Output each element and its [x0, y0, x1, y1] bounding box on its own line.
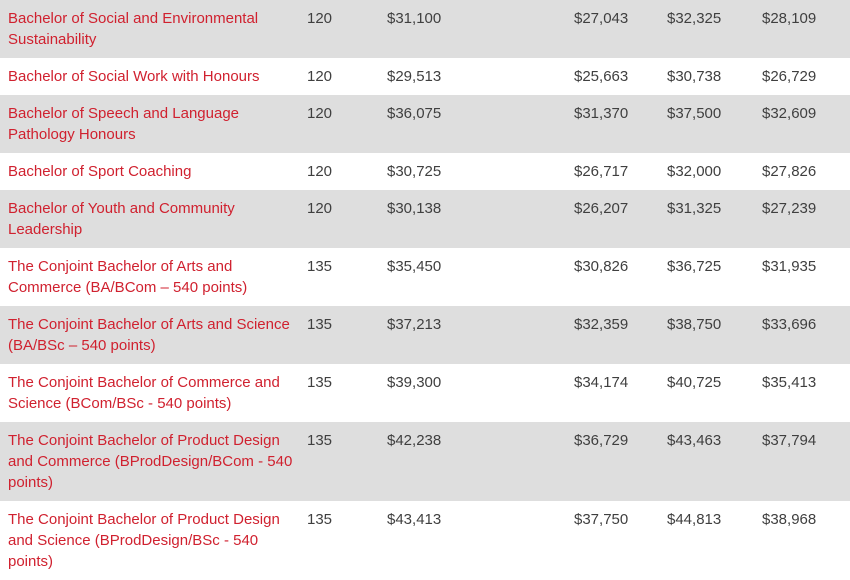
points-cell: 120 [307, 10, 333, 27]
fee-cell-2: $26,717 [574, 163, 629, 180]
fee-cell-1: $36,075 [387, 105, 442, 122]
programme-cell: The Conjoint Bachelor of Product Design … [0, 422, 307, 501]
fee-cell-4: $33,696 [762, 316, 817, 333]
table-row: Bachelor of Sport Coaching 120 $30,725 $26,… [0, 153, 850, 190]
fee-cell-3: $31,325 [667, 200, 722, 217]
programme-cell: The Conjoint Bachelor of Commerce and Sc… [0, 364, 307, 422]
fee-cell-3: $43,463 [667, 432, 722, 449]
fee-cell-4: $28,109 [762, 10, 817, 27]
fee-cell-3: $32,325 [667, 10, 722, 27]
fee-cell-4: $27,826 [762, 163, 817, 180]
programme-link[interactable]: The Conjoint Bachelor of Arts and Commer… [8, 258, 248, 296]
points-cell: 120 [307, 163, 333, 180]
table-row: The Conjoint Bachelor of Arts and Scienc… [0, 306, 850, 364]
fee-cell-4: $37,794 [762, 432, 817, 449]
fee-cell-2: $27,043 [574, 10, 629, 27]
programme-link[interactable]: Bachelor of Sport Coaching [8, 163, 192, 180]
fee-cell-1: $29,513 [387, 68, 442, 85]
programme-link[interactable]: Bachelor of Social Work with Honours [8, 68, 260, 85]
fee-cell-2: $30,826 [574, 258, 629, 275]
fee-cell-2: $37,750 [574, 511, 629, 528]
table-row: Bachelor of Speech and Language Patholog… [0, 95, 850, 153]
points-cell: 135 [307, 432, 333, 449]
table-row: The Conjoint Bachelor of Product Design … [0, 501, 850, 580]
programme-cell: The Conjoint Bachelor of Arts and Scienc… [0, 306, 307, 364]
points-cell: 135 [307, 316, 333, 333]
programme-cell: The Conjoint Bachelor of Product Design … [0, 501, 307, 580]
fee-cell-1: $42,238 [387, 432, 442, 449]
fee-cell-3: $30,738 [667, 68, 722, 85]
fee-cell-3: $38,750 [667, 316, 722, 333]
table-row: The Conjoint Bachelor of Commerce and Sc… [0, 364, 850, 422]
programme-link[interactable]: The Conjoint Bachelor of Product Design … [8, 511, 280, 570]
points-cell: 135 [307, 511, 333, 528]
fee-cell-2: $34,174 [574, 374, 629, 391]
programme-cell: Bachelor of Speech and Language Patholog… [0, 95, 307, 153]
fee-cell-3: $44,813 [667, 511, 722, 528]
fee-cell-2: $25,663 [574, 68, 629, 85]
programme-cell: The Conjoint Bachelor of Arts and Commer… [0, 248, 307, 306]
programme-link[interactable]: The Conjoint Bachelor of Arts and Scienc… [8, 316, 290, 354]
points-cell: 135 [307, 374, 333, 391]
programme-link[interactable]: The Conjoint Bachelor of Commerce and Sc… [8, 374, 280, 412]
fee-cell-1: $30,138 [387, 200, 442, 217]
fee-cell-3: $37,500 [667, 105, 722, 122]
points-cell: 120 [307, 200, 333, 217]
fee-cell-4: $26,729 [762, 68, 817, 85]
fee-cell-4: $35,413 [762, 374, 817, 391]
programme-cell: Bachelor of Social Work with Honours [0, 58, 307, 95]
programme-link[interactable]: The Conjoint Bachelor of Product Design … [8, 432, 293, 491]
points-cell: 120 [307, 68, 333, 85]
fee-cell-4: $27,239 [762, 200, 817, 217]
fee-cell-3: $32,000 [667, 163, 722, 180]
table-row: The Conjoint Bachelor of Product Design … [0, 422, 850, 501]
fee-cell-4: $31,935 [762, 258, 817, 275]
programme-link[interactable]: Bachelor of Social and Environmental Sus… [8, 10, 259, 48]
points-cell: 135 [307, 258, 333, 275]
points-cell: 120 [307, 105, 333, 122]
fee-cell-3: $36,725 [667, 258, 722, 275]
table-row: Bachelor of Social and Environmental Sus… [0, 0, 850, 58]
fee-cell-2: $36,729 [574, 432, 629, 449]
fee-cell-2: $26,207 [574, 200, 629, 217]
fee-cell-3: $40,725 [667, 374, 722, 391]
programme-cell: Bachelor of Youth and Community Leadersh… [0, 190, 307, 248]
table-row: Bachelor of Social Work with Honours 120 $… [0, 58, 850, 95]
fee-cell-2: $32,359 [574, 316, 629, 333]
fee-cell-1: $43,413 [387, 511, 442, 528]
fee-cell-4: $32,609 [762, 105, 817, 122]
fee-cell-1: $35,450 [387, 258, 442, 275]
table-row: Bachelor of Youth and Community Leadersh… [0, 190, 850, 248]
fee-cell-1: $31,100 [387, 10, 442, 27]
fee-cell-4: $38,968 [762, 511, 817, 528]
programme-link[interactable]: Bachelor of Speech and Language Patholog… [8, 105, 240, 143]
fee-cell-1: $39,300 [387, 374, 442, 391]
table-row: The Conjoint Bachelor of Arts and Commer… [0, 248, 850, 306]
fee-cell-2: $31,370 [574, 105, 629, 122]
programme-cell: Bachelor of Social and Environmental Sus… [0, 0, 307, 58]
programme-cell: Bachelor of Sport Coaching [0, 153, 307, 190]
programme-link[interactable]: Bachelor of Youth and Community Leadersh… [8, 200, 235, 238]
fee-cell-1: $37,213 [387, 316, 442, 333]
fee-cell-1: $30,725 [387, 163, 442, 180]
